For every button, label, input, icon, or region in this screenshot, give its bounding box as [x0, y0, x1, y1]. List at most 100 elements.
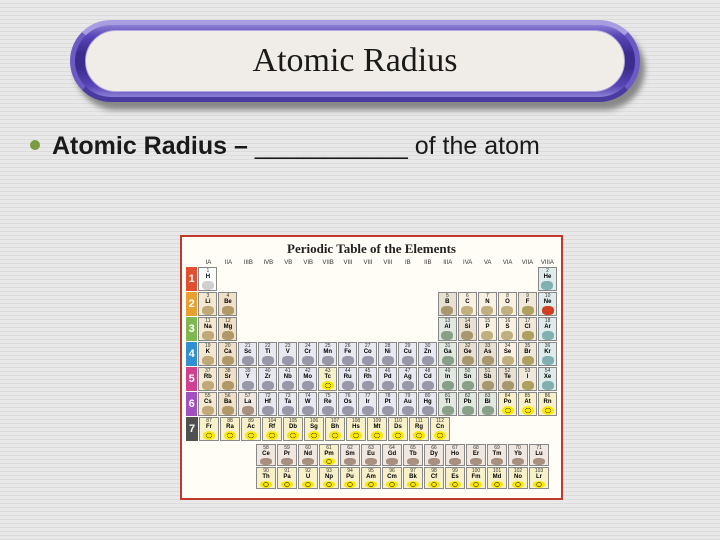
element-cell: 109Mt [367, 417, 387, 441]
element-cell: 55Cs [198, 392, 217, 416]
element-cell: 61Pm [319, 444, 339, 466]
element-cell: 26Fe [338, 342, 357, 366]
element-cell: 39Y [238, 367, 257, 391]
element-cell: 24Cr [298, 342, 317, 366]
element-cell: 53I [518, 367, 537, 391]
element-cell: 15P [478, 317, 497, 341]
bullet-dot-icon [30, 140, 40, 150]
element-cell: 2He [538, 267, 557, 291]
element-cell: 102No [508, 467, 528, 489]
element-cell: 35Br [518, 342, 537, 366]
element-cell: 12Mg [218, 317, 237, 341]
bullet-bold: Atomic Radius – [52, 132, 255, 160]
element-cell: 79Au [398, 392, 417, 416]
bullet-row: Atomic Radius – ___________ of the atom [30, 130, 680, 164]
ptable-title: Periodic Table of the Elements [186, 241, 557, 257]
slide-title: Atomic Radius [253, 42, 458, 80]
element-cell: 43Tc [318, 367, 337, 391]
element-cell: 5B [438, 292, 457, 316]
element-cell: 40Zr [258, 367, 277, 391]
element-cell: 70Yb [508, 444, 528, 466]
element-cell: 73Ta [278, 392, 297, 416]
element-cell: 76Os [338, 392, 357, 416]
element-cell: 91Pa [277, 467, 297, 489]
element-cell: 105Db [283, 417, 303, 441]
element-cell: 90Th [256, 467, 276, 489]
bullet-text: Atomic Radius – ___________ of the atom [52, 130, 540, 164]
title-pill-inner: Atomic Radius [85, 30, 625, 92]
element-cell: 41Nb [278, 367, 297, 391]
element-cell: 67Ho [445, 444, 465, 466]
element-cell: 87Fr [199, 417, 219, 441]
periodic-table-image: Periodic Table of the Elements IAIIAIIIB… [180, 235, 563, 500]
element-cell: 100Fm [466, 467, 486, 489]
element-cell: 46Pd [378, 367, 397, 391]
element-cell: 86Rn [538, 392, 557, 416]
element-cell: 30Zn [418, 342, 437, 366]
element-cell: 59Pr [277, 444, 297, 466]
element-cell: 7N [478, 292, 497, 316]
element-cell: 38Sr [218, 367, 237, 391]
element-cell: 51Sb [478, 367, 497, 391]
element-cell: 17Cl [518, 317, 537, 341]
ptable-grid: IAIIAIIIBIVBVBVIBVIIBVIIIVIIIVIIIIBIIBII… [186, 260, 557, 495]
element-cell: 85At [518, 392, 537, 416]
element-cell: 23V [278, 342, 297, 366]
element-cell: 18Ar [538, 317, 557, 341]
element-cell: 6C [458, 292, 477, 316]
element-cell: 104Rf [262, 417, 282, 441]
element-cell: 99Es [445, 467, 465, 489]
bullet-rest: of the atom [408, 132, 540, 160]
element-cell: 44Ru [338, 367, 357, 391]
element-cell: 96Cm [382, 467, 402, 489]
element-cell: 82Pb [458, 392, 477, 416]
element-cell: 83Bi [478, 392, 497, 416]
element-cell: 64Gd [382, 444, 402, 466]
element-cell: 31Ga [438, 342, 457, 366]
element-cell: 81Tl [438, 392, 457, 416]
element-cell: 20Ca [218, 342, 237, 366]
element-cell: 11Na [198, 317, 217, 341]
element-cell: 98Cf [424, 467, 444, 489]
element-cell: 29Cu [398, 342, 417, 366]
element-cell: 28Ni [378, 342, 397, 366]
element-cell: 58Ce [256, 444, 276, 466]
element-cell: 75Re [318, 392, 337, 416]
element-cell: 37Rb [198, 367, 217, 391]
element-cell: 47Ag [398, 367, 417, 391]
element-cell: 57La [238, 392, 257, 416]
element-cell: 74W [298, 392, 317, 416]
element-cell: 21Sc [238, 342, 257, 366]
element-cell: 93Np [319, 467, 339, 489]
element-cell: 16S [498, 317, 517, 341]
element-cell: 33As [478, 342, 497, 366]
element-cell: 45Rh [358, 367, 377, 391]
element-cell: 95Am [361, 467, 381, 489]
element-cell: 52Te [498, 367, 517, 391]
element-cell: 36Kr [538, 342, 557, 366]
element-cell: 13Al [438, 317, 457, 341]
element-cell: 49In [438, 367, 457, 391]
element-cell: 101Md [487, 467, 507, 489]
element-cell: 72Hf [258, 392, 277, 416]
element-cell: 69Tm [487, 444, 507, 466]
element-cell: 60Nd [298, 444, 318, 466]
element-cell: 84Po [498, 392, 517, 416]
element-cell: 42Mo [298, 367, 317, 391]
element-cell: 14Si [458, 317, 477, 341]
element-cell: 10Ne [538, 292, 557, 316]
element-cell: 3Li [198, 292, 217, 316]
element-cell: 108Hs [346, 417, 366, 441]
element-cell: 89Ac [241, 417, 261, 441]
element-cell: 62Sm [340, 444, 360, 466]
element-cell: 71Lu [529, 444, 549, 466]
element-cell: 112Cn [430, 417, 450, 441]
element-cell: 80Hg [418, 392, 437, 416]
element-cell: 65Tb [403, 444, 423, 466]
element-cell: 97Bk [403, 467, 423, 489]
element-cell: 107Bh [325, 417, 345, 441]
element-cell: 9F [518, 292, 537, 316]
bullet-blank: ___________ [255, 132, 408, 160]
element-cell: 48Cd [418, 367, 437, 391]
element-cell: 25Mn [318, 342, 337, 366]
